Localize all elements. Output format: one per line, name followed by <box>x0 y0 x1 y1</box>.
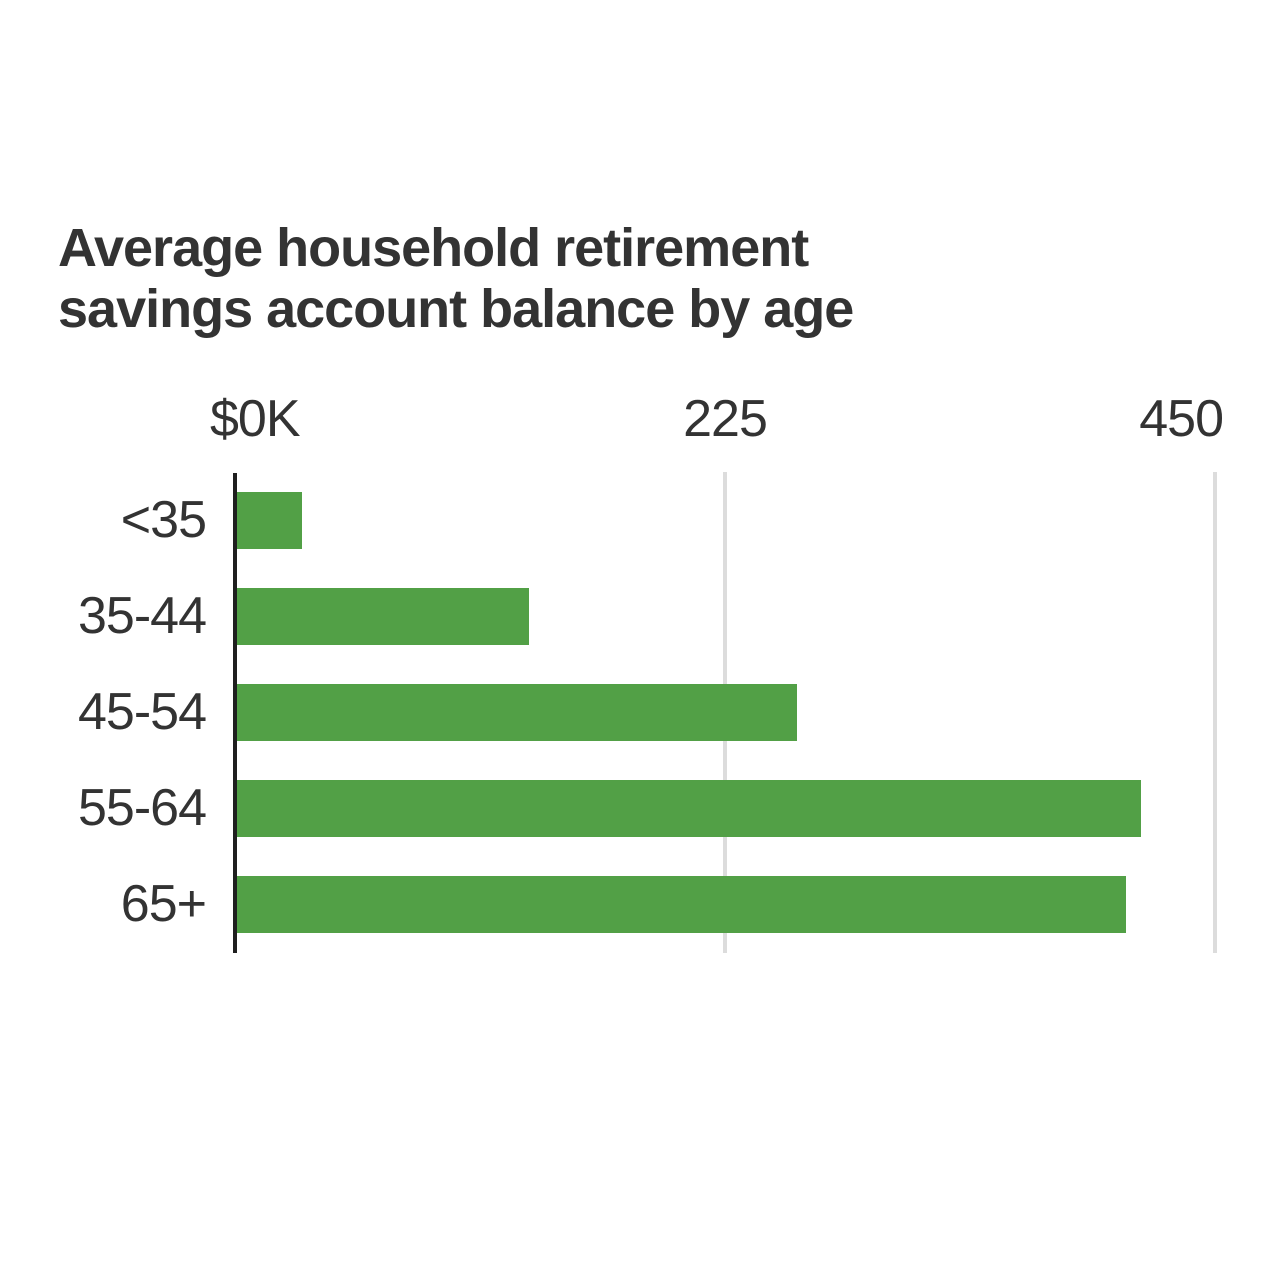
row-label-65+: 65+ <box>120 875 207 933</box>
x-tick-label-225: 225 <box>683 390 768 448</box>
bar-55-64 <box>237 780 1141 837</box>
chart-title-line-1: Average household retirement <box>58 218 809 278</box>
x-tick-label-450: 450 <box>1139 390 1224 448</box>
x-tick-label-0: $0K <box>210 390 301 448</box>
bar-45-54 <box>237 684 797 741</box>
row-label-55-64: 55-64 <box>78 779 207 837</box>
bar-65+ <box>237 876 1126 933</box>
bar-<35 <box>237 492 303 549</box>
bar-35-44 <box>237 588 529 645</box>
y-axis-line <box>233 473 237 953</box>
row-label-35-44: 35-44 <box>78 587 207 645</box>
chart-title-line-2: savings account balance by age <box>58 279 854 340</box>
gridline-450 <box>1213 472 1217 953</box>
row-label-45-54: 45-54 <box>78 683 207 741</box>
chart-title: Average household retirement savings acco… <box>58 218 958 340</box>
row-label-<35: <35 <box>120 491 207 549</box>
